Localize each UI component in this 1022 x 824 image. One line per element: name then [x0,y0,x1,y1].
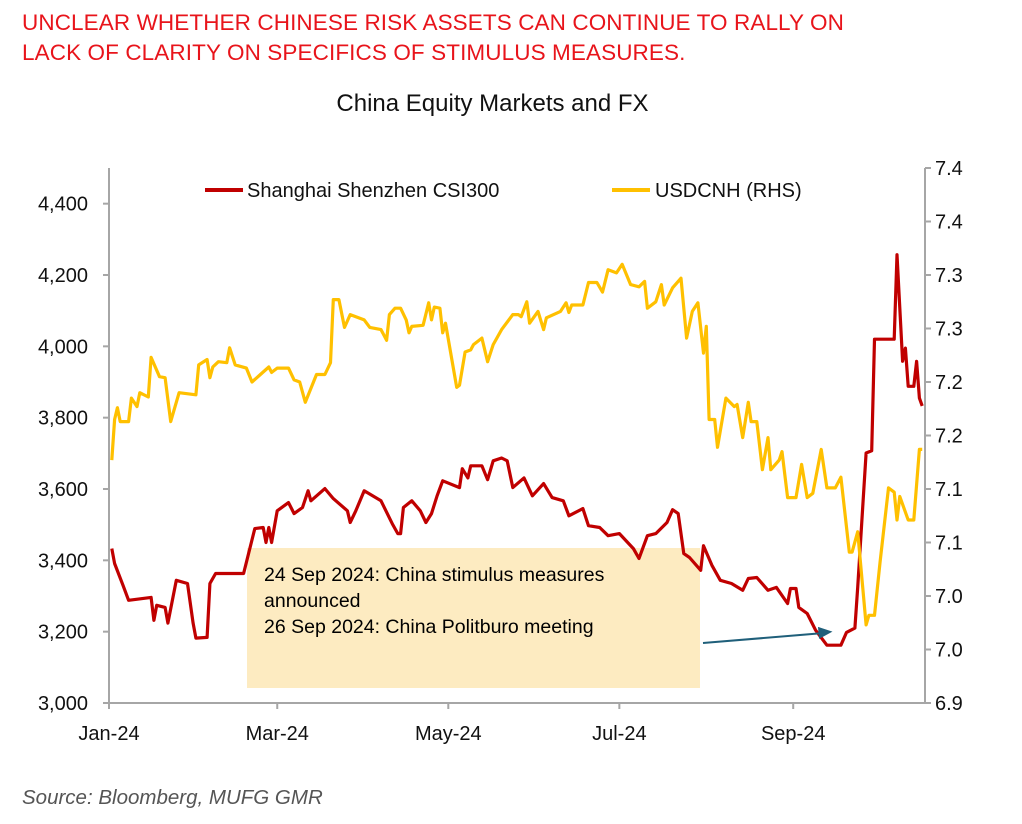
left-tick-label: 3,600 [38,479,88,501]
left-tick-label: 4,000 [38,336,88,358]
x-tick-label: Mar-24 [246,723,309,745]
left-tick-label: 3,200 [38,622,88,644]
right-tick-label: 7.4 [935,212,963,234]
right-tick-label: 6.9 [935,693,963,715]
right-tick-label: 7.1 [935,533,963,555]
x-tick-label: Jul-24 [592,723,646,745]
left-tick-label: 4,400 [38,194,88,216]
x-tick-label: Sep-24 [761,723,826,745]
legend-label-csi300: Shanghai Shenzhen CSI300 [247,180,499,202]
annotation-line-2: announced [264,590,361,612]
right-tick-label: 7.2 [935,426,963,448]
x-tick-label: May-24 [415,723,482,745]
annotation-arrowhead [817,626,833,639]
headline: UNCLEAR WHETHER CHINESE RISK ASSETS CAN … [22,8,844,68]
legend-label-usdcnh: USDCNH (RHS) [655,180,802,202]
right-tick-label: 7.0 [935,586,963,608]
annotation-box [247,548,700,688]
source-note: Source: Bloomberg, MUFG GMR [22,786,323,809]
annotation-line-3: 26 Sep 2024: China Politburo meeting [264,616,594,638]
left-tick-label: 3,400 [38,550,88,572]
left-tick-label: 4,200 [38,265,88,287]
annotation-arrow [702,632,823,644]
annotation-line-1: 24 Sep 2024: China stimulus measures [264,564,605,586]
series-line-csi300 [110,253,924,647]
x-tick-label: Jan-24 [78,723,139,745]
right-tick-label: 7.3 [935,319,963,341]
right-tick-label: 7.2 [935,372,963,394]
annotation-text: 24 Sep 2024: China stimulus measures ann… [264,562,604,640]
chart-title: China Equity Markets and FX [336,90,649,117]
headline-line-2: LACK OF CLARITY ON SPECIFICS OF STIMULUS… [22,40,686,65]
headline-line-1: UNCLEAR WHETHER CHINESE RISK ASSETS CAN … [22,10,844,35]
right-tick-label: 7.4 [935,158,963,180]
right-tick-label: 7.3 [935,265,963,287]
series-line-usdcnh [110,262,923,627]
right-tick-label: 7.0 [935,640,963,662]
right-tick-label: 7.1 [935,479,963,501]
left-tick-label: 3,000 [38,693,88,715]
left-tick-label: 3,800 [38,408,88,430]
